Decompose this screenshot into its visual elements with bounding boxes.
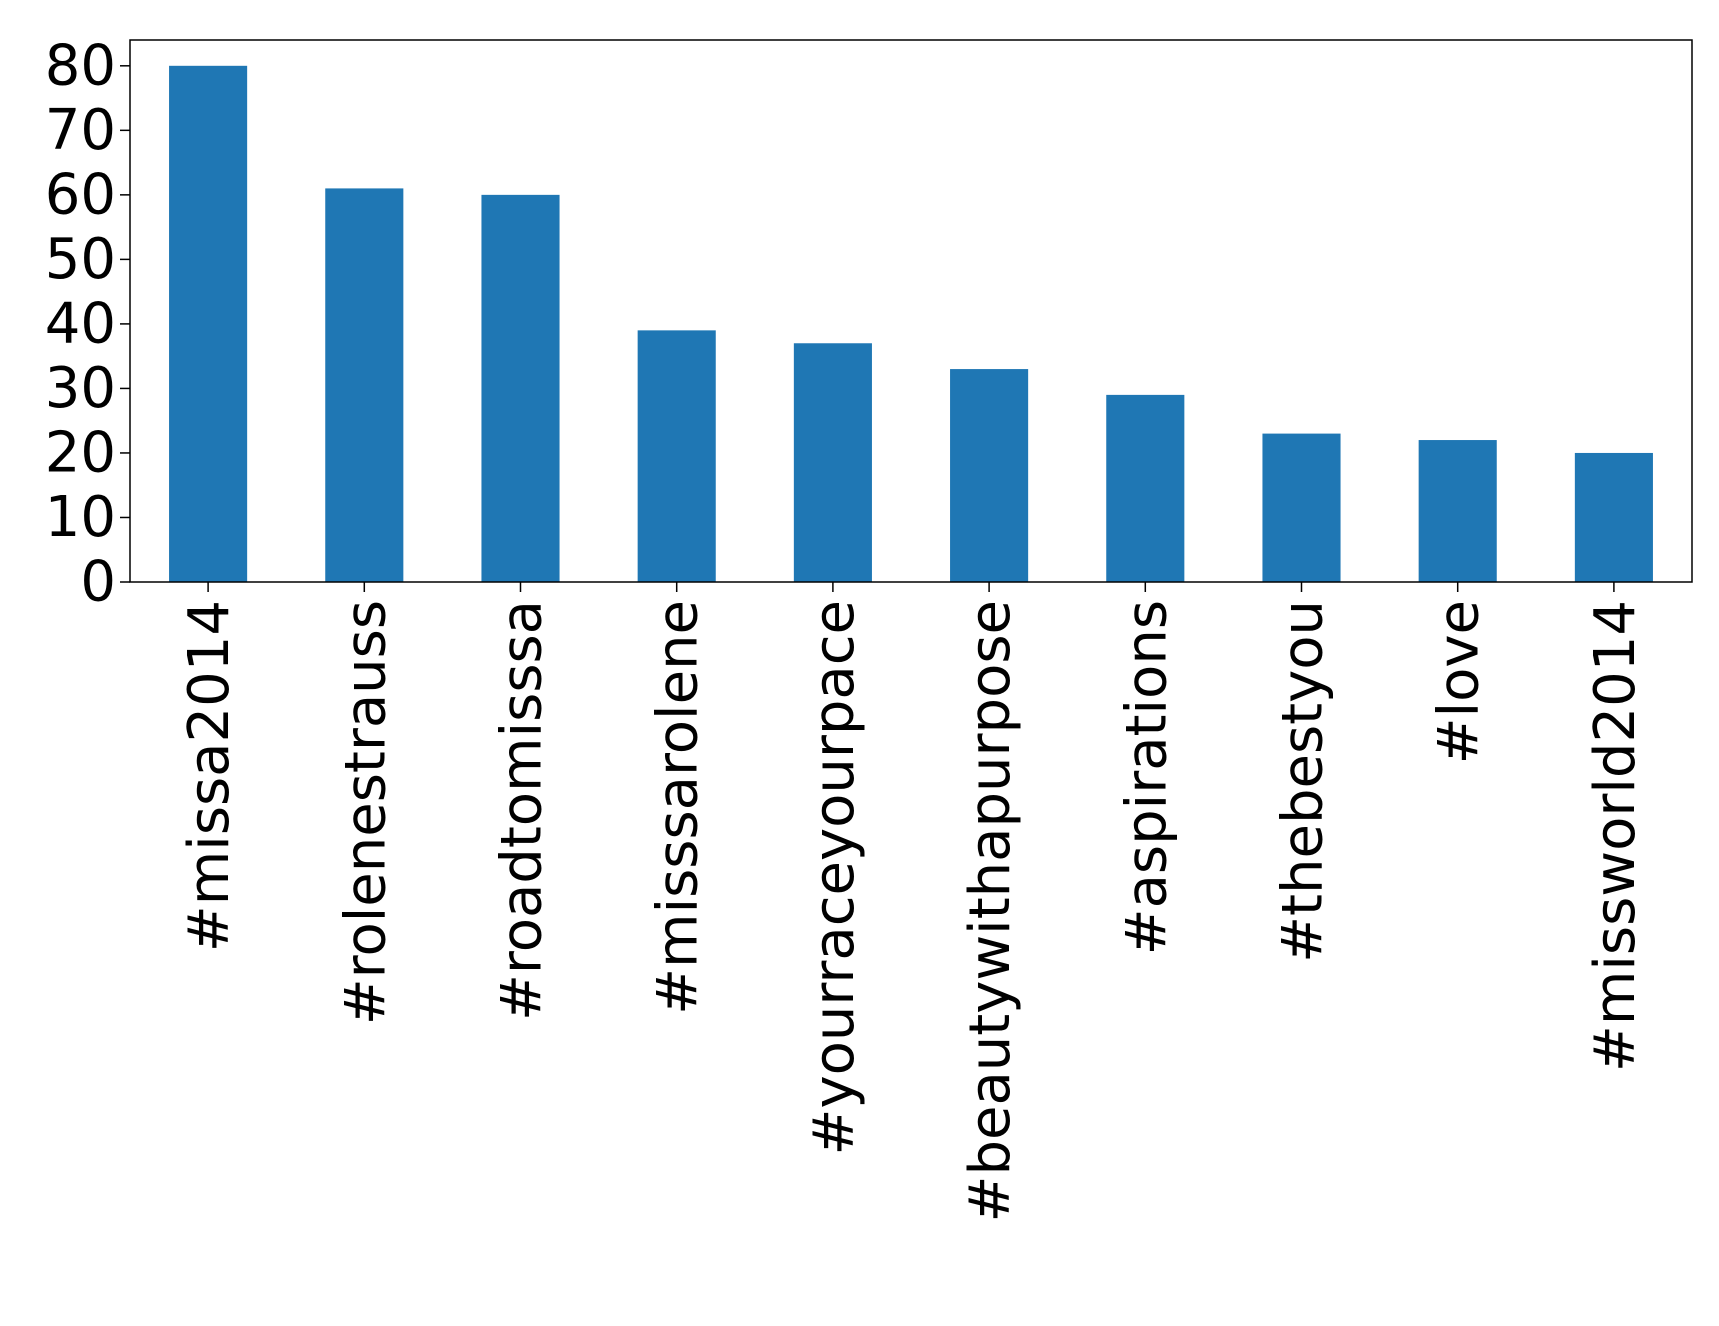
x-tick-label: #roadtomisssa [490, 600, 555, 1021]
x-tick-label: #beautywithapurpose [958, 600, 1023, 1222]
bar-9 [1418, 440, 1497, 582]
y-tick-label: 10 [45, 485, 116, 550]
bar-10 [1574, 452, 1653, 582]
x-tick-label: #missa2014 [177, 600, 242, 952]
x-axis: #missa2014 #rolenestrauss #roadtomisssa #mi… [177, 582, 1648, 1222]
x-tick-label: #rolenestrauss [333, 600, 398, 1025]
bar-6 [950, 369, 1029, 582]
x-tick-label: #thebestyou [1271, 600, 1336, 963]
y-tick-label: 70 [45, 98, 116, 163]
bars-layer [169, 65, 1653, 583]
x-tick-label: #misssarolene [646, 600, 711, 1015]
x-tick-label: #love [1427, 600, 1492, 764]
bar-1 [169, 65, 248, 583]
bar-2 [325, 188, 404, 582]
x-tick-label: #missworld2014 [1583, 600, 1648, 1072]
y-tick-label: 20 [45, 420, 116, 485]
bar-5 [793, 343, 872, 582]
bar-8 [1262, 433, 1341, 582]
y-tick-label: 30 [45, 356, 116, 421]
y-tick-label: 80 [45, 33, 116, 98]
y-tick-label: 0 [80, 550, 116, 615]
plot-frame [129, 39, 1693, 583]
y-tick-label: 60 [45, 162, 116, 227]
x-tick-label: #yourraceyourpace [802, 600, 867, 1155]
y-tick-label: 40 [45, 291, 116, 356]
x-tick-label: #aspirations [1114, 600, 1179, 955]
y-tick-label: 50 [45, 227, 116, 292]
bar-3 [481, 194, 560, 582]
bar-4 [637, 330, 716, 582]
bar-7 [1106, 394, 1185, 582]
